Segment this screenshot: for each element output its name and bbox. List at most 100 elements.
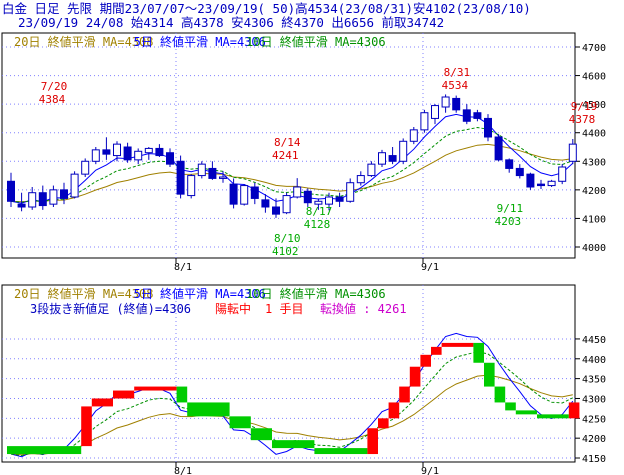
brick-down bbox=[537, 414, 569, 419]
candle-up bbox=[240, 185, 249, 205]
candle-up bbox=[49, 189, 58, 205]
candle-up bbox=[113, 143, 121, 157]
bottom-ma20-line bbox=[10, 374, 573, 456]
candle-up bbox=[420, 112, 429, 131]
candle-up bbox=[81, 160, 90, 175]
candle-down bbox=[229, 183, 238, 205]
bottom-ytick-label: 4200 bbox=[582, 434, 606, 445]
annotation-value: 4534 bbox=[442, 79, 469, 92]
brick-up bbox=[431, 346, 442, 355]
candle-up bbox=[28, 192, 37, 208]
bottom-ytick-label: 4350 bbox=[582, 375, 606, 386]
candle-up bbox=[70, 173, 79, 198]
brick-down bbox=[7, 446, 82, 455]
candle-down bbox=[484, 117, 492, 138]
annotation-value: 4378 bbox=[569, 113, 596, 126]
annotation-value: 4128 bbox=[304, 218, 331, 231]
top-ytick-label: 4200 bbox=[582, 186, 606, 197]
top-ytick-label: 4700 bbox=[582, 43, 606, 54]
top-ytick-label: 4400 bbox=[582, 129, 606, 140]
top-xtick-label: 8/1 bbox=[174, 262, 192, 273]
candle-up bbox=[367, 163, 376, 177]
top-legend-ma-1: 5日 終値平滑 MA=4306 bbox=[134, 34, 266, 49]
top-ytick-label: 4000 bbox=[582, 243, 606, 254]
candle-down bbox=[102, 149, 111, 155]
candle-up bbox=[91, 149, 100, 162]
bottom-ytick-label: 4450 bbox=[582, 335, 606, 346]
bottom-info-2: 1 手目 bbox=[265, 302, 303, 316]
annotation-date: 8/10 bbox=[274, 232, 301, 245]
candle-up bbox=[282, 195, 291, 214]
candle-down bbox=[452, 97, 461, 111]
candle-up bbox=[314, 200, 323, 205]
candle-up bbox=[293, 186, 302, 198]
brick-down bbox=[515, 410, 537, 415]
bottom-info-1: 陽転中 bbox=[215, 301, 251, 316]
brick-down bbox=[505, 402, 516, 411]
candle-down bbox=[155, 147, 164, 157]
candle-up bbox=[441, 96, 450, 108]
candle-down bbox=[250, 186, 259, 199]
bottom-ytick-label: 4250 bbox=[582, 414, 606, 425]
bottom-info-3: 転換値 : 4261 bbox=[320, 301, 407, 316]
chart-header-ohlc: 23/09/19 24/08 始4314 高4378 安4306 終4370 出… bbox=[18, 15, 445, 30]
brick-up bbox=[113, 390, 135, 399]
brick-up bbox=[399, 386, 410, 403]
annotation-date: 7/20 bbox=[41, 80, 68, 93]
top-legend-ma-0: 20日 終値平滑 MA=4308 bbox=[14, 34, 153, 49]
candle-up bbox=[134, 150, 143, 161]
candle-down bbox=[272, 206, 280, 215]
top-ma10-line bbox=[10, 126, 573, 203]
candle-up bbox=[399, 140, 408, 162]
brick-up bbox=[568, 402, 580, 419]
bottom-ytick-label: 4400 bbox=[582, 355, 606, 366]
brick-down bbox=[473, 342, 484, 363]
candle-down bbox=[505, 159, 514, 169]
top-ytick-label: 4500 bbox=[582, 100, 606, 111]
candle-up bbox=[346, 182, 355, 202]
bottom-ytick-label: 4300 bbox=[582, 394, 606, 405]
candle-down bbox=[176, 160, 185, 195]
top-ytick-label: 4300 bbox=[582, 157, 606, 168]
top-ytick-label: 4600 bbox=[582, 72, 606, 83]
brick-down bbox=[484, 362, 495, 387]
brick-up bbox=[367, 428, 378, 455]
candle-up bbox=[547, 180, 556, 187]
brick-up bbox=[420, 354, 431, 367]
brick-down bbox=[250, 428, 272, 441]
candle-down bbox=[515, 167, 524, 177]
annotation-value: 4384 bbox=[39, 93, 66, 106]
brick-up bbox=[409, 366, 421, 387]
candle-up bbox=[197, 163, 206, 177]
brick-up bbox=[441, 342, 474, 347]
bottom-xtick-label: 9/1 bbox=[421, 466, 439, 475]
candle-down bbox=[473, 112, 482, 119]
candle-down bbox=[208, 167, 217, 179]
candle-up bbox=[558, 166, 567, 182]
annotation-date: 9/11 bbox=[497, 202, 523, 215]
bottom-frame bbox=[1, 284, 576, 463]
candle-down bbox=[462, 109, 471, 122]
candle-down bbox=[166, 152, 174, 165]
bottom-legend-ma-1: 5日 終値平滑 MA=4306 bbox=[134, 286, 266, 301]
brick-up bbox=[378, 418, 389, 429]
candle-up bbox=[325, 196, 333, 205]
candle-down bbox=[261, 199, 270, 208]
bottom-legend-ma-2: 10日 終値平滑 MA=4306 bbox=[246, 286, 385, 301]
annotation-date: 8/17 bbox=[306, 205, 333, 218]
annotation-value: 4203 bbox=[495, 215, 521, 228]
candle-down bbox=[17, 203, 26, 208]
annotation-value: 4102 bbox=[272, 245, 299, 258]
annotation-date: 9/19 bbox=[571, 100, 598, 113]
brick-down bbox=[494, 386, 506, 403]
candle-down bbox=[60, 189, 68, 199]
candle-down bbox=[123, 146, 132, 161]
candle-up bbox=[378, 152, 386, 165]
top-xtick-label: 9/1 bbox=[421, 262, 439, 273]
bottom-xtick-label: 8/1 bbox=[174, 466, 192, 475]
bottom-legend-ma-0: 20日 終値平滑 MA=4308 bbox=[14, 286, 153, 301]
top-ytick-label: 4100 bbox=[582, 214, 606, 225]
candle-up bbox=[144, 147, 153, 154]
candle-up bbox=[409, 129, 418, 142]
